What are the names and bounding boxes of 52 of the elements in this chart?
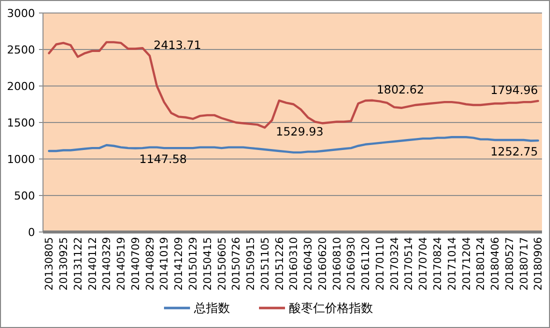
x-tick-label: 20180906 xyxy=(532,236,545,290)
x-tick-label: 20141019 xyxy=(158,237,171,290)
x-tick-label: 20170324 xyxy=(388,236,401,290)
data-label: 1529.93 xyxy=(276,124,324,138)
x-tick-label: 20160430 xyxy=(302,237,315,290)
y-tick-label: 1500 xyxy=(7,116,35,130)
x-tick-label: 20130805 xyxy=(44,237,56,290)
x-tick-label: 20130925 xyxy=(58,237,70,290)
y-tick-label: 0 xyxy=(28,226,35,239)
data-label: 1794.96 xyxy=(490,82,538,97)
x-tick-label: 20160310 xyxy=(288,237,300,290)
x-tick-label: 20140829 xyxy=(144,237,156,290)
x-tick-label: 20170704 xyxy=(418,236,430,290)
data-label: 2413.71 xyxy=(154,38,202,52)
x-tick-label: 20151226 xyxy=(274,236,286,290)
data-label: 1252.75 xyxy=(490,144,538,159)
x-tick-label: 20180406 xyxy=(490,236,502,290)
x-tick-label: 20141209 xyxy=(173,237,186,290)
line-series xyxy=(48,41,540,129)
x-tick-label: 20160620 xyxy=(316,237,329,290)
x-tick-label: 20150415 xyxy=(202,237,214,290)
x-tick-label: 20150726 xyxy=(230,236,243,290)
y-tick-label: 500 xyxy=(14,189,35,202)
x-tick-label: 20170110 xyxy=(374,237,386,290)
x-tick-label: 20150605 xyxy=(216,237,228,290)
x-tick-label: 20140709 xyxy=(130,237,142,290)
legend-label: 酸枣仁价格指数 xyxy=(289,301,373,316)
x-tick-label: 20161120 xyxy=(360,237,372,290)
legend-label: 总指数 xyxy=(193,301,230,316)
y-tick-label: 2500 xyxy=(7,43,35,56)
x-tick-label: 20140329 xyxy=(101,237,114,290)
x-tick-label: 20171014 xyxy=(446,236,458,290)
data-label: 1802.62 xyxy=(376,82,424,96)
data-label: 1147.58 xyxy=(139,152,187,166)
x-tick-label: 20170514 xyxy=(403,236,416,290)
y-tick-label: 3000 xyxy=(7,6,35,20)
x-tick-label: 20180717 xyxy=(518,237,530,290)
x-tick-label: 20150129 xyxy=(188,237,200,290)
line-series xyxy=(48,136,540,154)
x-tick-label: 20140112 xyxy=(86,237,99,290)
x-tick-label: 20150915 xyxy=(245,237,258,290)
x-tick-label: 20160810 xyxy=(331,237,344,290)
x-tick-label: 20170824 xyxy=(432,236,444,290)
x-tick-label: 20131122 xyxy=(72,237,84,290)
x-tick-label: 20140519 xyxy=(116,237,128,290)
y-tick-label: 1000 xyxy=(7,152,35,166)
x-tick-label: 20180124 xyxy=(475,236,488,290)
y-tick-label: 2000 xyxy=(7,80,35,93)
x-tick-label: 20180527 xyxy=(504,237,516,290)
x-tick-label: 20171204 xyxy=(460,236,473,290)
x-tick-label: 20160930 xyxy=(346,237,358,290)
x-tick-label: 20151105 xyxy=(259,237,272,290)
